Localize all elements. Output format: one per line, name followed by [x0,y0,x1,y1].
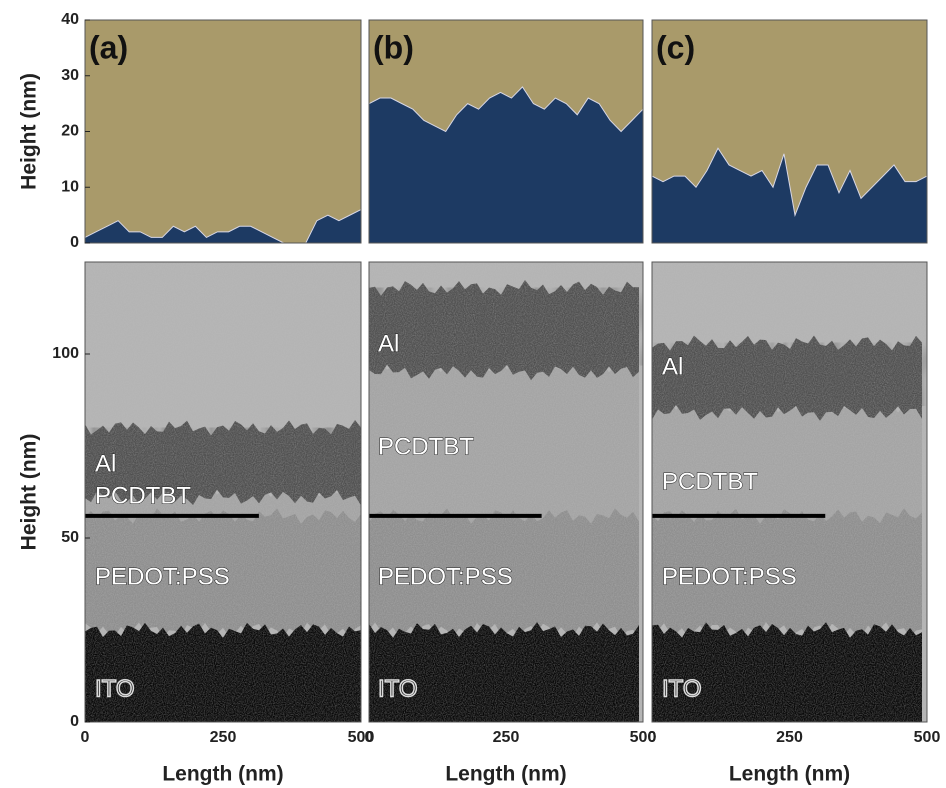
y-axis-label: Height (nm) [18,434,41,551]
x-tick-label: 250 [493,729,520,746]
x-tick-label: 250 [776,729,803,746]
layer-label: ITO [95,675,135,702]
layer-label: PEDOT:PSS [95,563,230,590]
x-tick-label: 0 [81,729,90,746]
frame [84,261,362,723]
x-tick-label: 0 [365,729,374,746]
y-tick-label: 10 [61,178,79,195]
noise [85,262,361,722]
panel-label: (b) [373,29,414,65]
x-tick-label: 0 [648,729,657,746]
x-tick-label: 500 [914,729,941,746]
y-tick-label: 40 [61,11,79,28]
panel: Al PCDTBT PEDOT:PSS ITO 0 250 500 Length (nm) [365,261,657,786]
panel: Al PCDTBT PEDOT:PSS ITO 0 250 500 Length (nm) [648,261,941,786]
profile-area [652,147,927,243]
x-axis-label: Length (nm) [162,763,283,786]
y-tick-label: 20 [61,123,79,140]
y-tick-label: 0 [70,234,79,251]
layer-label: PCDTBT [378,433,474,460]
noise [652,262,927,722]
y-tick-label: 0 [70,713,79,730]
streaks [652,342,927,406]
panel: (c) [651,19,928,244]
streaks [85,427,361,491]
layer-label: PCDTBT [95,482,191,509]
background [85,20,361,243]
x-tick-label: 500 [630,729,657,746]
panel: (a) 0 10 20 30 40 Height (nm) [18,11,362,251]
profile-area [85,208,361,243]
x-axis-label: Length (nm) [729,763,850,786]
layer-label: Al [95,450,116,477]
layer-label: Al [378,330,399,357]
x-axis-label: Length (nm) [445,763,566,786]
y-tick-label: 50 [61,529,79,546]
panel-label: (c) [656,29,695,65]
frame [651,19,928,244]
y-axis-label: Height (nm) [18,73,41,190]
layer-label: PEDOT:PSS [378,563,513,590]
layer-label: PCDTBT [662,468,758,495]
layer-label: ITO [378,675,418,702]
y-tick-label: 30 [61,67,79,84]
streaks [369,287,643,366]
layer-label: PEDOT:PSS [662,563,797,590]
panel-label: (a) [89,29,128,65]
layer-label: ITO [662,675,702,702]
x-tick-label: 250 [210,729,237,746]
profile-area [369,86,643,243]
y-tick-label: 100 [52,345,79,362]
frame [368,19,644,244]
x-tick-label: 500 [348,729,375,746]
panel: (b) [368,19,644,244]
frame [651,261,928,723]
frame [368,261,644,723]
layer-label: Al [662,353,683,380]
